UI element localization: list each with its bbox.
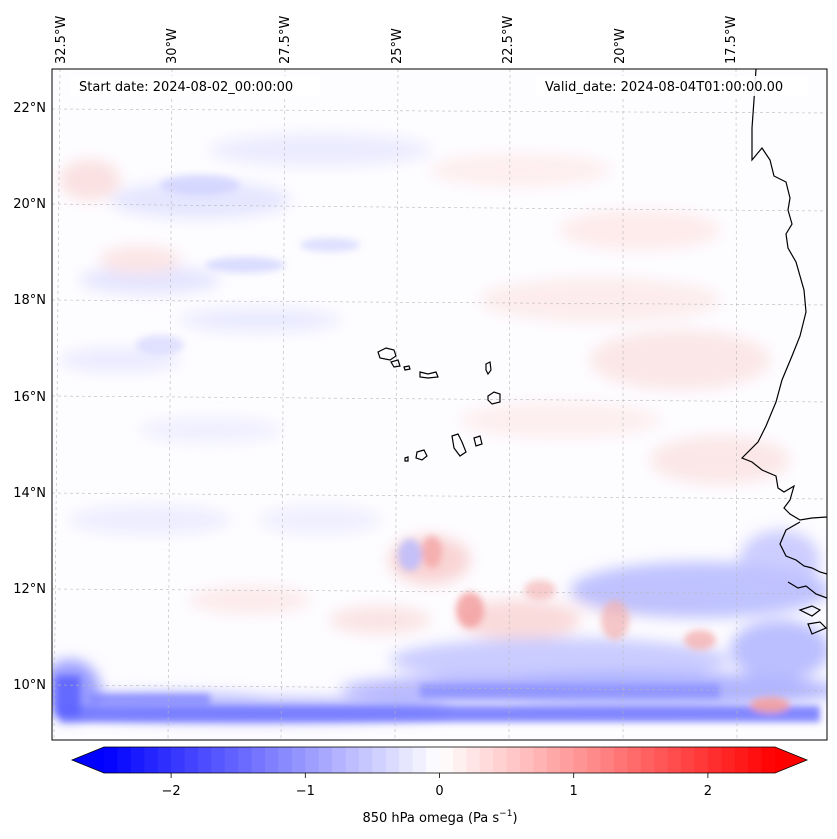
graticule xyxy=(52,69,827,740)
colorbar-cell xyxy=(291,747,306,773)
colorbar-cell xyxy=(439,747,454,773)
colorbar-cell xyxy=(587,747,602,773)
colorbar-cell xyxy=(681,747,696,773)
island-brava xyxy=(404,456,409,462)
colorbar-cells xyxy=(104,747,776,773)
colorbar-cell xyxy=(278,747,293,773)
start-date-label: Start date: 2024-08-02_00:00:00 xyxy=(79,80,293,95)
island-santa-luzia xyxy=(403,365,411,371)
colorbar-cell xyxy=(305,747,320,773)
colorbar-ticks: −2 −1 0 1 2 xyxy=(162,773,712,799)
colorbar-cell xyxy=(533,747,548,773)
colorbar-tick-label: −1 xyxy=(296,784,315,799)
island-sao-nicolau xyxy=(419,371,439,379)
colorbar-extend-low xyxy=(72,747,104,773)
lon-label: 20°W xyxy=(613,28,628,64)
colorbar-cell xyxy=(184,747,199,773)
colorbar-cell xyxy=(694,747,709,773)
colorbar-cell xyxy=(627,747,642,773)
colorbar-cell xyxy=(734,747,749,773)
coastlines xyxy=(377,69,827,635)
colorbar-cell xyxy=(197,747,212,773)
lon-label: 32.5°W xyxy=(54,16,69,64)
colorbar-cell xyxy=(493,747,508,773)
colorbar-cell xyxy=(600,747,615,773)
lat-label: 20°N xyxy=(13,197,46,212)
colorbar-cell xyxy=(667,747,682,773)
colorbar-tick-label: 0 xyxy=(435,784,443,799)
island-santo-antao xyxy=(377,347,397,361)
island-boa-vista xyxy=(487,391,501,405)
colorbar-cell xyxy=(654,747,669,773)
colorbar-cell xyxy=(117,747,132,773)
lon-label: 30°W xyxy=(165,28,180,64)
colorbar-cell xyxy=(613,747,628,773)
colorbar-cell xyxy=(399,747,414,773)
colorbar-cell xyxy=(144,747,159,773)
colorbar-cell xyxy=(640,747,655,773)
colorbar-cell xyxy=(479,747,494,773)
colorbar-cell xyxy=(332,747,347,773)
island-sal xyxy=(485,361,492,376)
colorbar-cell xyxy=(104,747,119,773)
lon-label: 27.5°W xyxy=(278,16,293,64)
island-santiago xyxy=(451,433,467,457)
colorbar-cell xyxy=(345,747,360,773)
colorbar-cell xyxy=(171,747,186,773)
colorbar-cell xyxy=(224,747,239,773)
lat-label: 14°N xyxy=(13,486,46,501)
colorbar-title: 850 hPa omega (Pa s−1) xyxy=(362,809,517,826)
colorbar-cell xyxy=(573,747,588,773)
lon-label: 17.5°W xyxy=(724,16,739,64)
colorbar-cell xyxy=(520,747,535,773)
colorbar-extend-high xyxy=(775,747,807,773)
colorbar-cell xyxy=(372,747,387,773)
coastline-south-islands xyxy=(779,521,827,635)
colorbar-cell xyxy=(761,747,776,773)
colorbar-cell xyxy=(707,747,722,773)
latitude-labels: 22°N 20°N 18°N 16°N 14°N 12°N 10°N xyxy=(13,101,46,693)
colorbar-cell xyxy=(238,747,253,773)
colorbar-cell xyxy=(721,747,736,773)
colorbar-cell xyxy=(412,747,427,773)
colorbar: −2 −1 0 1 2 850 hPa omega (Pa s−1) xyxy=(70,746,809,826)
omega-field-detail xyxy=(56,175,820,722)
map-panel: Start date: 2024-08-02_00:00:00 Valid_da… xyxy=(51,68,828,741)
island-sao-vicente xyxy=(390,359,401,368)
colorbar-cell xyxy=(318,747,333,773)
colorbar-cell xyxy=(546,747,561,773)
colorbar-cell xyxy=(211,747,226,773)
lat-label: 10°N xyxy=(13,678,46,693)
colorbar-cell xyxy=(385,747,400,773)
map-frame xyxy=(51,68,828,741)
colorbar-cell xyxy=(560,747,575,773)
omega-field xyxy=(52,134,827,722)
colorbar-tick-label: 2 xyxy=(704,784,712,799)
lat-label: 22°N xyxy=(13,101,46,116)
island-maio xyxy=(473,435,483,447)
colorbar-cell xyxy=(452,747,467,773)
island-fogo xyxy=(415,449,428,461)
lon-label: 22.5°W xyxy=(501,16,516,64)
lat-label: 12°N xyxy=(13,582,46,597)
colorbar-cell xyxy=(157,747,172,773)
colorbar-cell xyxy=(426,747,441,773)
colorbar-cell xyxy=(265,747,280,773)
colorbar-cell xyxy=(506,747,521,773)
colorbar-cell xyxy=(358,747,373,773)
colorbar-tick-label: −2 xyxy=(162,784,181,799)
africa-coastline xyxy=(740,69,827,521)
valid-date-label: Valid_date: 2024-08-04T01:00:00.00 xyxy=(545,80,783,95)
colorbar-outline xyxy=(70,746,809,774)
colorbar-cell xyxy=(748,747,763,773)
lat-label: 16°N xyxy=(13,390,46,405)
colorbar-cell xyxy=(130,747,145,773)
colorbar-tick-label: 1 xyxy=(570,784,578,799)
lon-label: 25°W xyxy=(390,28,405,64)
lat-label: 18°N xyxy=(13,293,46,308)
longitude-labels: 32.5°W 30°W 27.5°W 25°W 22.5°W 20°W 17.5… xyxy=(54,16,739,64)
colorbar-cell xyxy=(466,747,481,773)
colorbar-cell xyxy=(251,747,266,773)
